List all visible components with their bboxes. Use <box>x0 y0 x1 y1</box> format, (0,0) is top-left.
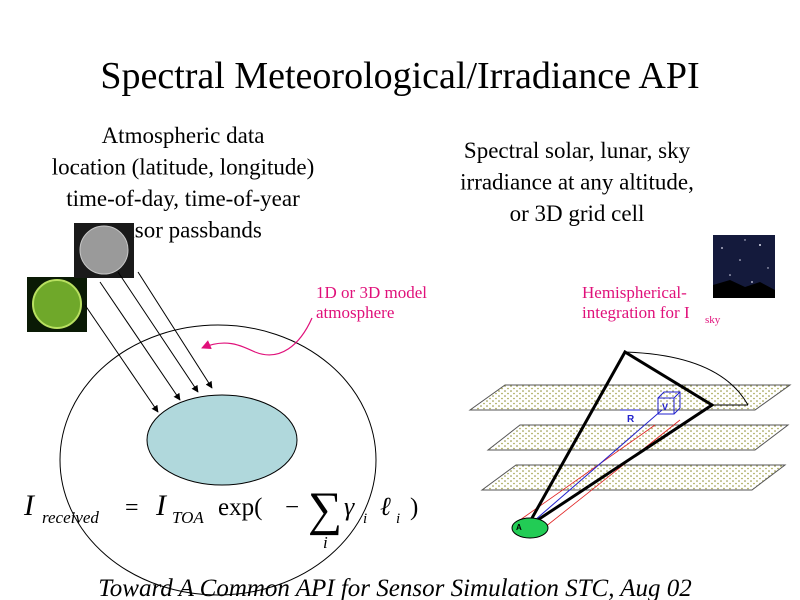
output-list: Spectral solar, lunar, sky irradiance at … <box>460 138 694 226</box>
vector-label: V <box>662 402 668 412</box>
input-list: Atmospheric data location (latitude, long… <box>52 123 315 243</box>
equation-token: γ <box>344 492 355 521</box>
text-line: integration for I <box>582 303 690 322</box>
text-line: time-of-day, time-of-year <box>66 186 300 211</box>
title: Spectral Meteorological/Irradiance API <box>100 55 699 97</box>
equation-token: ∑ <box>308 483 342 536</box>
text-line: Hemispherical- <box>582 283 687 302</box>
footer: Toward A Common API for Sensor Simulatio… <box>98 575 692 600</box>
equation-token: i <box>363 511 367 527</box>
text-line: atmosphere <box>316 303 394 322</box>
text-line: Atmospheric data <box>102 123 265 148</box>
atmosphere-boundary <box>59 324 377 596</box>
sensor <box>511 517 549 539</box>
equation-token: − <box>285 494 299 521</box>
equation-token: I <box>23 489 36 522</box>
equation-token: = <box>125 495 139 521</box>
rays <box>84 271 213 413</box>
text-line: 1D or 3D model <box>316 283 427 302</box>
voxel <box>657 397 675 415</box>
equation-token: i <box>323 533 328 552</box>
horizon <box>713 280 775 298</box>
vector-label: R <box>627 414 635 425</box>
cone-edges <box>519 419 681 536</box>
equation-token: received <box>42 508 99 527</box>
voxel-depth <box>657 391 681 415</box>
text-line: irradiance at any altitude, <box>460 170 694 195</box>
text-line: Spectral solar, lunar, sky <box>464 138 691 163</box>
equation-token: ) <box>410 494 418 521</box>
equation-token: I <box>155 489 168 522</box>
ray-r <box>526 409 663 528</box>
sky-label: Hemispherical-integration for I sky <box>582 283 721 326</box>
equation-token: exp( <box>218 494 262 521</box>
sun-disk <box>32 279 82 329</box>
model-pointer <box>201 317 313 356</box>
equation-token: ℓ <box>380 492 391 521</box>
sensor-label: A <box>516 523 522 532</box>
equation-token: TOA <box>172 508 204 527</box>
view-cone <box>525 349 715 529</box>
earth <box>146 394 298 486</box>
text-line: or 3D grid cell <box>510 201 645 226</box>
text-line: location (latitude, longitude) <box>52 155 315 180</box>
moon-disk <box>79 225 129 275</box>
equation-token: i <box>396 511 400 527</box>
subscript: sky <box>705 314 721 326</box>
dome <box>624 351 749 406</box>
stars <box>718 239 769 289</box>
